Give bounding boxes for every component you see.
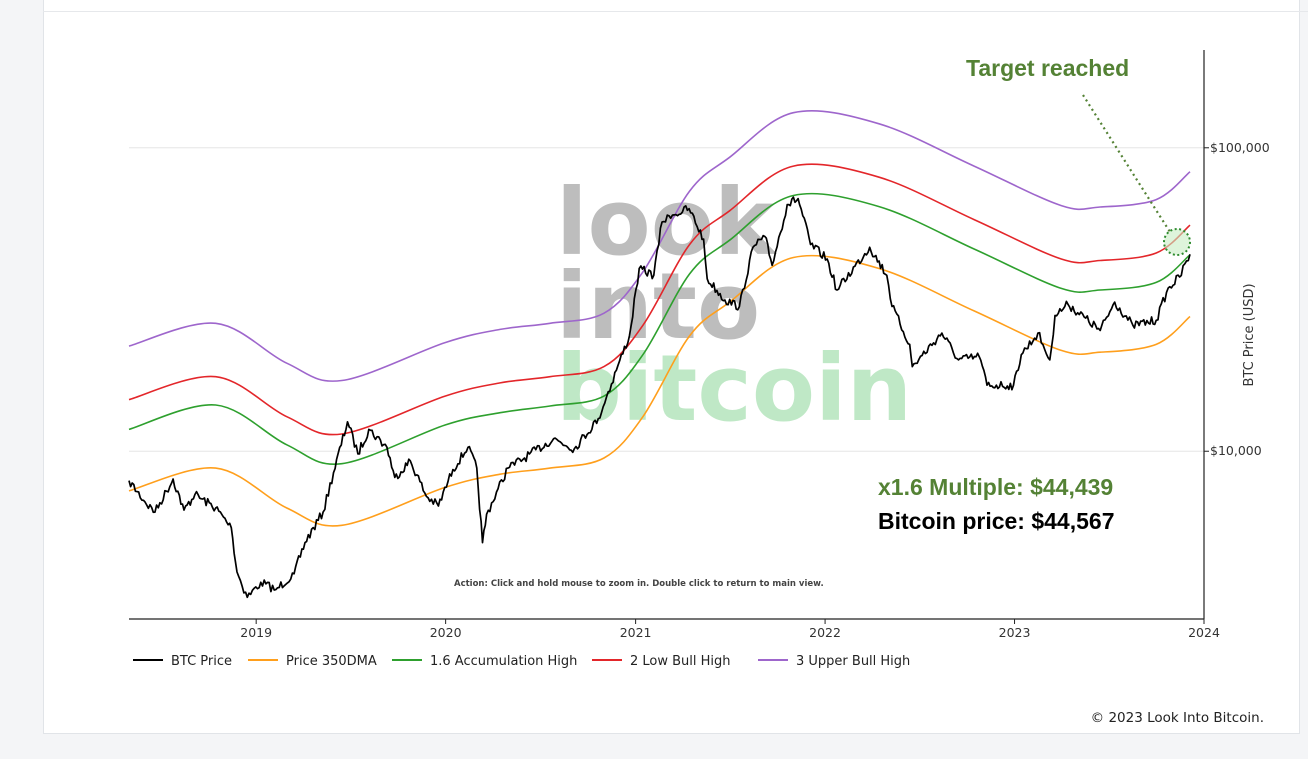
gridlines [129, 147, 1204, 452]
series-lines [128, 110, 1191, 599]
watermark-look: look [556, 169, 777, 276]
x-tick-label-2020: 2020 [430, 625, 462, 640]
zoom-hint: Action: Click and hold mouse to zoom in.… [454, 579, 824, 589]
series-3-upper-bull-high [128, 110, 1191, 382]
watermark-into: into [556, 253, 760, 360]
legend-label-3-upper-bull-high: 3 Upper Bull High [796, 654, 910, 669]
target-pointer-line [1082, 94, 1171, 233]
legend-label-2-low-bull-high: 2 Low Bull High [630, 654, 731, 669]
x-tick-label-2021: 2021 [620, 625, 652, 640]
x-tick-label-2019: 2019 [240, 625, 272, 640]
y-tick-label-0: $10,000 [1210, 443, 1262, 458]
bitcoin-price-label: Bitcoin price: $44,567 [878, 508, 1115, 534]
multiple-label: x1.6 Multiple: $44,439 [878, 474, 1113, 500]
x-tick-label-2023: 2023 [999, 625, 1031, 640]
card-top-border [43, 11, 1308, 12]
y-tick-label-1: $100,000 [1210, 140, 1270, 155]
series-btc-price [128, 196, 1191, 599]
copyright-footer: © 2023 Look Into Bitcoin. [1090, 710, 1264, 726]
axes [129, 50, 1205, 620]
legend: BTC Price Price 350DMA 1.6 Accumulation Hi… [133, 654, 910, 669]
legend-label-btc-price: BTC Price [171, 654, 232, 669]
series-price-350dma [128, 254, 1191, 527]
series-2-low-bull-high [128, 163, 1191, 436]
series-1-6-accumulation-high [128, 192, 1191, 466]
legend-label-1-6-accumulation-high: 1.6 Accumulation High [430, 654, 577, 669]
target-reached-label: Target reached [966, 55, 1129, 81]
watermark-bitcoin: bitcoin [556, 335, 912, 442]
target-annotation: Target reached [966, 55, 1191, 256]
target-circle [1163, 228, 1191, 256]
watermark: look into bitcoin [556, 169, 912, 442]
y-axis-title: BTC Price (USD) [1242, 283, 1257, 386]
x-tick-label-2022: 2022 [809, 625, 841, 640]
x-tick-label-2024: 2024 [1188, 625, 1220, 640]
y-axis-ticks: $10,000 $100,000 [1204, 140, 1270, 458]
legend-label-price-350dma: Price 350DMA [286, 654, 377, 669]
x-axis-ticks: 2019 2020 2021 2022 2023 2024 [240, 619, 1220, 640]
